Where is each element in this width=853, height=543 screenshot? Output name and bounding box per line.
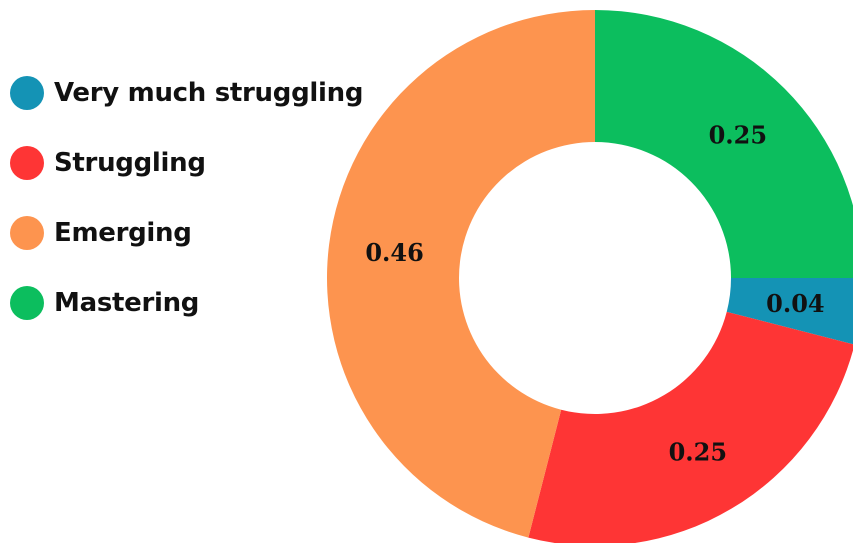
legend-item-very-much-struggling: Very much struggling (10, 58, 363, 128)
legend-label-very-much-struggling: Very much struggling (54, 78, 364, 108)
legend-item-emerging: Emerging (10, 198, 363, 268)
data-label-struggling: 0.25 (669, 437, 727, 466)
slice-emerging (326, 10, 595, 538)
legend: Very much struggling Struggling Emerging… (10, 58, 363, 338)
slice-mastering (595, 10, 853, 278)
legend-swatch-struggling (10, 146, 44, 180)
data-label-emerging: 0.46 (365, 238, 423, 267)
legend-label-mastering: Mastering (54, 288, 200, 318)
slice-struggling (528, 311, 853, 543)
legend-swatch-mastering (10, 286, 44, 320)
data-label-mastering: 0.25 (709, 121, 767, 150)
legend-item-struggling: Struggling (10, 128, 363, 198)
legend-item-mastering: Mastering (10, 268, 363, 338)
legend-swatch-emerging (10, 216, 44, 250)
legend-label-struggling: Struggling (54, 148, 206, 178)
legend-label-emerging: Emerging (54, 218, 192, 248)
legend-swatch-very-much-struggling (10, 76, 44, 110)
slice-very-much-struggling (726, 278, 853, 345)
data-label-very-much-struggling: 0.04 (766, 289, 824, 318)
